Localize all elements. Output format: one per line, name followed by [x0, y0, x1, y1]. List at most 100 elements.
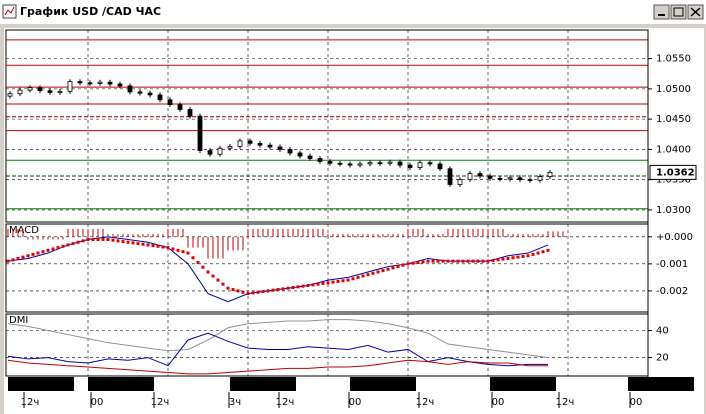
date-box [88, 377, 154, 391]
signal-dot [186, 251, 190, 255]
panel [5, 29, 649, 223]
signal-dot [391, 266, 395, 270]
signal-dot [131, 241, 135, 245]
indicator-line [7, 319, 549, 359]
signal-dot [446, 259, 450, 263]
candle-body [507, 177, 513, 180]
candle-body [397, 161, 403, 166]
signal-dot [236, 289, 240, 293]
window-icon-graph [4, 6, 15, 16]
signal-dot [301, 284, 305, 288]
candle-body [57, 90, 63, 93]
candle-body [357, 163, 363, 166]
candle-body [207, 150, 213, 155]
title-bar [0, 0, 706, 24]
signal-dot [61, 244, 65, 248]
candle-body [107, 81, 113, 85]
signal-dot [331, 280, 335, 284]
panel [5, 223, 649, 313]
signal-dot [191, 256, 195, 260]
candle-body [487, 175, 493, 179]
signal-dot [531, 252, 535, 256]
signal-dot [536, 251, 540, 255]
signal-dot [126, 240, 130, 244]
signal-dot [461, 259, 465, 263]
hour-label: 00 [91, 397, 104, 408]
signal-dot [361, 274, 365, 278]
panel-label: MACD [9, 225, 39, 236]
date-label: 12.9.2013 [636, 379, 687, 390]
last-price-box [649, 164, 697, 180]
candle-body [307, 155, 313, 159]
candle-body [467, 173, 473, 181]
candle-body [177, 104, 183, 110]
signal-dot [41, 250, 45, 254]
signal-dot [221, 282, 225, 286]
hour-label: 12ч [151, 397, 170, 408]
signal-dot [436, 259, 440, 263]
signal-dot [281, 287, 285, 291]
signal-dot [71, 242, 75, 246]
signal-dot [261, 290, 265, 294]
candle-body [427, 162, 433, 165]
candle-body [147, 92, 153, 96]
panel-label: DMI [9, 315, 28, 326]
y-tick-label: 1.0300 [656, 205, 691, 216]
candle-body [127, 85, 133, 93]
candle-body [287, 148, 293, 154]
signal-dot [176, 248, 180, 252]
y-tick-label: 1.0500 [656, 84, 691, 95]
candle-body [257, 142, 263, 146]
minimize-button[interactable] [653, 4, 670, 20]
candle-body [227, 145, 233, 149]
signal-dot [306, 283, 310, 287]
signal-dot [81, 239, 85, 243]
signal-dot [216, 278, 220, 282]
date-box [8, 377, 74, 391]
candle-body [387, 161, 393, 164]
signal-dot [416, 261, 420, 265]
signal-dot [196, 261, 200, 265]
candle-body [247, 140, 253, 144]
y-tick-label: -0.001 [656, 259, 688, 270]
window-buttons [653, 4, 704, 20]
candle-body [347, 163, 353, 166]
candle-body [37, 87, 43, 92]
candle-body [277, 146, 283, 150]
signal-dot [151, 244, 155, 248]
signal-dot [166, 246, 170, 250]
maximize-button[interactable] [670, 4, 687, 20]
candle-body [117, 83, 123, 87]
signal-dot [136, 242, 140, 246]
hour-label: 00 [630, 397, 643, 408]
signal-dot [96, 238, 100, 242]
candle-body [407, 164, 413, 168]
candle-body [517, 177, 523, 181]
signal-dot [351, 277, 355, 281]
date-label: 5.9.2013 [19, 379, 64, 390]
y-tick-label: 20 [656, 353, 669, 364]
signal-dot [101, 238, 105, 242]
candle-body [377, 162, 383, 165]
date-label: 10.9.2013 [358, 379, 409, 390]
signal-dot [511, 256, 515, 260]
signal-dot [91, 238, 95, 242]
signal-dot [76, 240, 80, 244]
hour-label: 00 [349, 397, 362, 408]
candle-body [297, 152, 303, 157]
candle-body [537, 176, 543, 181]
candle-body [7, 93, 13, 97]
signal-dot [271, 288, 275, 292]
candle-body [167, 99, 173, 106]
candle-body [457, 179, 463, 185]
candle-body [417, 162, 423, 168]
signal-dot [106, 238, 110, 242]
candle-body [187, 109, 193, 117]
signal-dot [336, 279, 340, 283]
hour-label: 12ч [556, 397, 575, 408]
signal-dot [146, 243, 150, 247]
signal-dot [326, 281, 330, 285]
signal-dot [16, 256, 20, 260]
signal-dot [276, 288, 280, 292]
